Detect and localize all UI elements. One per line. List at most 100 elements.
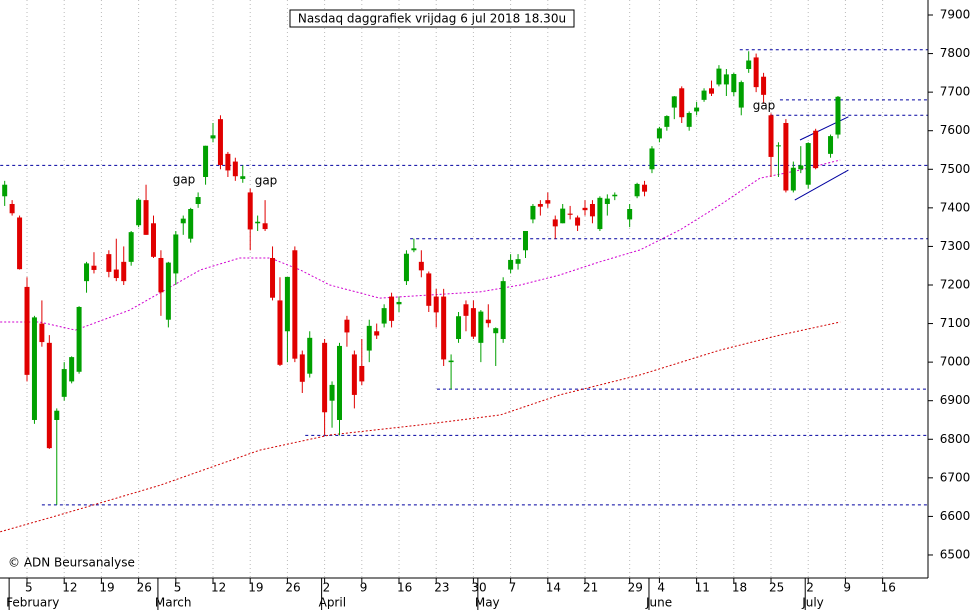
y-tick-label: 7500 [940,162,971,176]
x-tick-label: 5 [25,581,33,595]
candle-body [389,296,395,321]
candle-body [441,296,447,360]
y-tick-label: 7600 [940,123,971,137]
candle-body [217,119,223,166]
candle-body [456,316,462,339]
candle-body [84,263,90,282]
candle-body [173,234,179,274]
candle-body [9,203,15,214]
candle-body [582,207,588,211]
candle-body [232,161,238,177]
candle-body [292,250,298,359]
x-tick-label: 19 [248,581,263,595]
candle-body [396,301,402,305]
moving-average [0,321,841,533]
candle-body [708,88,714,94]
candle-body [627,209,633,220]
candle-body [448,360,454,363]
candle-body [24,286,30,375]
month-label: June [645,596,672,610]
x-tick-label: 7 [509,581,517,595]
candle-body [716,68,722,85]
x-tick-label: 16 [881,581,896,595]
candle-body [17,217,23,270]
annotation: gap [255,174,278,188]
candle-body [768,115,774,157]
candle-body [381,308,387,324]
candle-body [113,269,119,279]
trendline [794,169,849,201]
month-label: April [319,596,346,610]
candle-body [470,308,476,337]
candle-body [307,337,313,374]
candle-body [522,230,528,251]
candle-body [411,248,417,251]
y-tick-label: 7400 [940,200,971,214]
y-tick-label: 7100 [940,316,971,330]
candle-body [560,208,566,224]
candle-body [143,200,149,235]
candle-body [299,354,305,382]
candle-body [359,365,365,382]
candle-body [723,74,729,85]
x-tick-label: 16 [397,581,412,595]
candle-body [54,410,60,420]
month-label: February [6,596,59,610]
candle-body [374,331,380,336]
x-tick-label: 23 [434,581,449,595]
candle-body [813,130,819,169]
month-label: May [475,596,500,610]
candle-body [656,128,662,139]
x-tick-label: 9 [360,581,368,595]
y-tick-label: 7200 [940,277,971,291]
candle-body [136,199,142,226]
title-box [289,9,575,28]
candle-body [508,259,514,270]
candle-body [634,183,640,197]
month-label: March [155,596,192,610]
month-label: July [801,596,824,610]
candle-body [738,82,744,108]
y-tick-label: 7000 [940,355,971,369]
candle-body [270,257,276,298]
candle-body [575,217,581,226]
candle-body [403,253,409,282]
candle-body [761,76,767,95]
x-tick-label: 4 [657,581,665,595]
y-tick-label: 6500 [940,547,971,561]
candle-body [180,218,186,224]
candle-body [775,145,781,147]
candle-body [322,342,328,413]
candle-body [2,184,8,197]
candle-body [515,259,521,264]
annotation: gap [173,173,196,187]
x-tick-label: 2 [323,581,331,595]
candle-body [76,306,82,372]
candle-body [344,319,350,333]
annotation: gap [753,99,776,113]
y-tick-label: 6900 [940,393,971,407]
candle-body [150,223,156,257]
x-tick-label: 12 [62,581,77,595]
candle-body [649,148,655,170]
candle-body [433,296,439,313]
candle-body [500,281,506,339]
candle-body [493,328,499,334]
candle-body [418,261,424,271]
candle-body [91,265,97,270]
candle-body [537,203,543,207]
candle-body [225,153,231,171]
x-tick-label: 9 [843,581,851,595]
candle-body [463,304,469,316]
candle-body [478,311,484,343]
candle-body [679,88,685,118]
candle-body [247,192,253,230]
candle-body [753,57,759,88]
candle-body [694,107,700,112]
candle-body [835,96,841,135]
candle-body [828,136,834,154]
y-tick-label: 7800 [940,46,971,60]
candle-body [485,319,491,324]
